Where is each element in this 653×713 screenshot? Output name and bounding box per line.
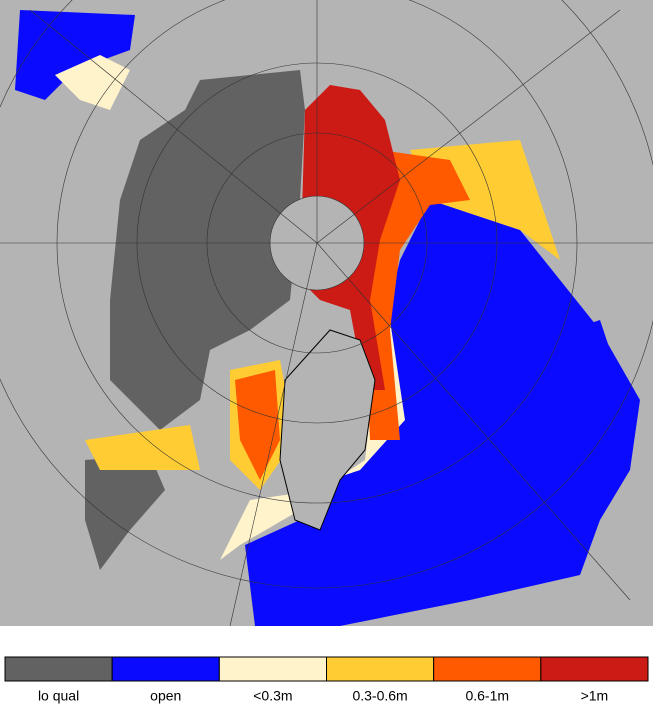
graticule bbox=[0, 0, 653, 627]
legend-swatch bbox=[433, 656, 542, 682]
legend-swatch bbox=[218, 656, 327, 682]
legend-label: <0.3m bbox=[253, 688, 292, 704]
legend-label: >1m bbox=[581, 688, 609, 704]
legend: lo qual open <0.3m 0.3-0.6m 0.6-1m >1m bbox=[4, 656, 649, 704]
legend-label: lo qual bbox=[38, 688, 79, 704]
open-water bbox=[15, 10, 135, 100]
map bbox=[0, 0, 653, 627]
legend-swatch bbox=[540, 656, 649, 682]
legend-swatch bbox=[111, 656, 220, 682]
open-water bbox=[555, 320, 625, 425]
ice-thin bbox=[220, 320, 405, 560]
ice-thin bbox=[55, 55, 130, 110]
greenland bbox=[279, 329, 376, 531]
ice-thick bbox=[235, 370, 280, 480]
open-water bbox=[245, 200, 640, 626]
legend-swatch bbox=[326, 656, 435, 682]
legend-label: 0.3-0.6m bbox=[352, 688, 407, 704]
legend-swatch bbox=[4, 656, 113, 682]
legend-label: 0.6-1m bbox=[465, 688, 509, 704]
ice-medium bbox=[85, 425, 200, 470]
lo-qual-area bbox=[85, 455, 165, 570]
legend-label: open bbox=[150, 688, 181, 704]
